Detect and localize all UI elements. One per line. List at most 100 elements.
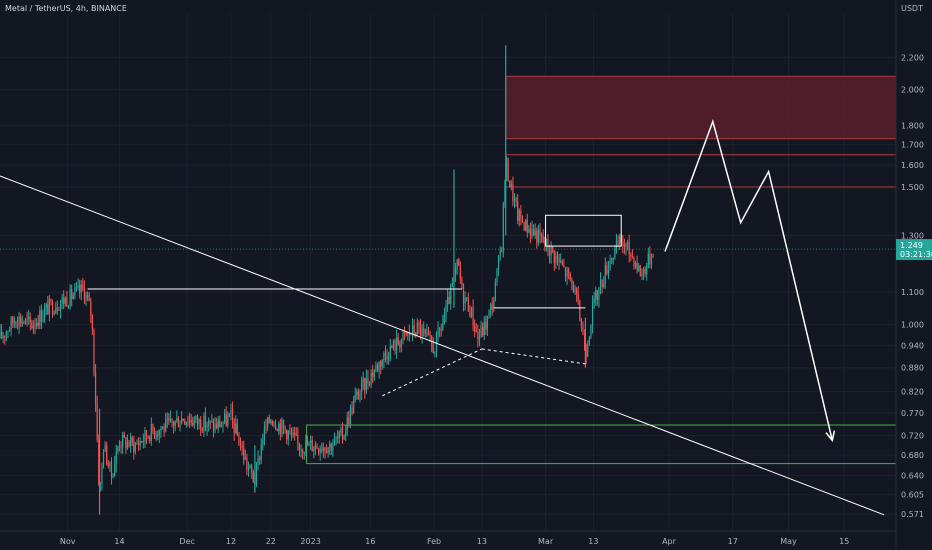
candle-body [314,445,316,450]
candle-body [66,297,68,307]
candle-body [112,476,114,478]
candle-body [77,285,79,288]
candle-body [64,297,66,304]
candle-body [372,373,374,377]
candle-body [190,419,192,423]
x-tick-label: 12 [226,537,236,546]
x-tick-label: 13 [588,537,598,546]
candle-body [595,290,597,300]
candle-body [42,317,44,322]
candle-body [548,250,551,256]
candle-body [276,429,278,432]
candle-body [593,299,595,303]
candle-body [306,440,309,446]
candle-body [353,399,355,414]
y-tick-label: 1.700 [901,141,924,150]
candle-body [384,353,387,356]
candle-body [50,299,52,302]
candle-body [128,442,130,447]
candle-body [368,383,371,385]
y-tick-label: 0.680 [901,451,924,460]
candle-body [316,445,318,449]
candle-body [31,322,33,329]
candle-body [0,331,3,338]
candle-body [147,437,149,439]
candle-body [71,288,73,299]
candle-body [149,437,151,441]
candle-body [118,445,121,448]
candle-body [278,423,280,432]
candle-body [297,435,299,443]
candle-body [360,382,363,393]
candle-body [525,219,527,231]
candle-body [574,288,576,293]
candle-body [61,297,63,303]
demand-zone [306,424,897,465]
candle-body [461,279,463,287]
projected-path [664,119,834,441]
candle-body [313,449,315,452]
candle-body [270,420,272,423]
candle-body [370,373,372,385]
candle-body [123,434,125,438]
candle-body [571,279,573,283]
candle-body [40,310,43,322]
price-scale[interactable] [896,0,932,550]
candle-body [450,284,452,304]
candle-body [29,316,31,323]
range-box [545,214,622,247]
candle-body [553,251,555,263]
candle-body [80,284,82,293]
x-tick-label: 15 [839,537,849,546]
candle-body [243,447,245,460]
candle-body [626,242,629,244]
candle-body [496,269,498,283]
candle-body [252,472,254,482]
candle-body [117,447,119,452]
candle-body [585,350,587,357]
candle-body [150,423,152,441]
candle-body [173,422,175,426]
x-tick-label: 16 [365,537,375,546]
candle-body [464,297,466,304]
candle-body [458,259,460,266]
candle-body [483,321,485,336]
x-tick-label: 22 [266,537,276,546]
candle-body [82,284,84,289]
candle-body [39,310,41,326]
candle-body [321,449,323,451]
candle-body [499,251,501,257]
candle-body [139,441,141,446]
candle-body [282,420,285,427]
y-tick-label: 0.605 [901,491,924,500]
candle-body [15,322,17,325]
candle-body [44,308,46,318]
candle-body [477,331,479,340]
candle-body [102,451,105,466]
candle-body [462,286,465,304]
candle-body [260,444,262,460]
candle-body [346,417,348,431]
candle-body [169,418,172,421]
candle-body [333,437,336,446]
candle-body [614,248,616,258]
candle-body [201,429,203,432]
candle-body [512,183,514,202]
candle-body [58,309,60,311]
candle-body [273,424,275,426]
x-tick-label: 13 [477,537,487,546]
candle-body [0,331,1,339]
candle-body [566,269,568,277]
candle-body [439,328,441,330]
candle-body [383,353,385,361]
candle-body [292,432,294,435]
candle-body [378,361,380,371]
candle-body [504,180,506,204]
candle-body [617,240,619,245]
price-badge-value: 1.249 [900,241,923,250]
candle-body [45,304,47,309]
candle-body [120,445,122,447]
candle-body [502,203,504,250]
